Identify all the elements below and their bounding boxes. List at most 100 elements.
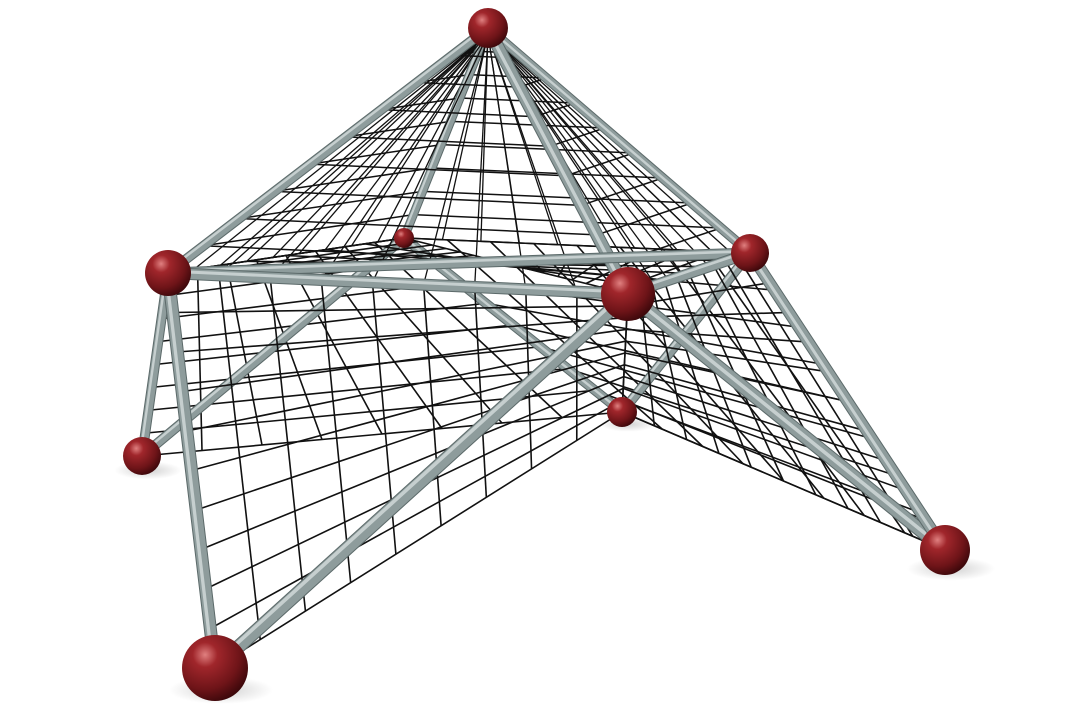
rope-strand — [220, 33, 489, 266]
rope-strand — [151, 345, 541, 389]
rope-strand — [274, 190, 582, 207]
rope-strand — [272, 33, 489, 258]
rope-strand — [626, 328, 809, 343]
pole-highlight — [139, 270, 168, 456]
rope-strand — [487, 33, 697, 272]
rope-strand — [623, 375, 887, 462]
pole-apex-front — [481, 21, 635, 301]
pole-highlight — [746, 249, 945, 550]
pole-platform-left — [162, 267, 634, 300]
front-left-roof-net — [167, 33, 629, 295]
ball-sphere — [123, 437, 161, 475]
rope-strand — [413, 213, 721, 229]
ball-sphere — [731, 234, 769, 272]
ball-top-left — [145, 250, 191, 296]
ball-top-right — [731, 234, 769, 272]
rope-strand — [181, 328, 627, 393]
rope-strand — [422, 33, 489, 285]
rope-strand — [218, 33, 489, 276]
pole-left-back — [137, 268, 173, 461]
pole-body — [162, 267, 221, 674]
rope-strand — [177, 316, 627, 353]
rope-strand — [203, 213, 414, 247]
rope-strand — [239, 217, 597, 236]
rope-strand — [487, 33, 710, 268]
rope-strand — [148, 367, 568, 412]
pole-highlight — [165, 25, 488, 273]
ball-top-front — [601, 267, 655, 321]
rope-strand — [625, 340, 829, 373]
rope-strand — [621, 411, 946, 551]
pole-highlight — [164, 249, 750, 273]
rope-strand — [474, 33, 489, 288]
rope-strand — [540, 345, 873, 440]
rope-strand — [441, 143, 634, 154]
ball-sphere — [182, 635, 248, 701]
ball-front-right — [920, 525, 970, 575]
ball-mid-back — [607, 397, 637, 427]
rope-strand — [371, 33, 489, 283]
rope-strand — [239, 190, 423, 220]
rope-strand — [193, 33, 489, 270]
ball-sphere — [920, 525, 970, 575]
pole-body — [209, 288, 634, 674]
rope-strand — [209, 399, 623, 630]
pole-leg-front-diag — [208, 287, 635, 675]
rope-strand — [487, 33, 724, 263]
rope-strand — [298, 33, 489, 254]
rope-strand — [487, 33, 683, 277]
rope-strand — [310, 163, 566, 177]
rope-strand — [565, 152, 634, 177]
pole-platform-back — [162, 247, 756, 279]
rope-strand — [320, 33, 489, 281]
rope-strand — [172, 305, 628, 314]
pole-apex-left — [163, 23, 493, 278]
rope-strand — [246, 33, 489, 262]
joint-balls — [123, 8, 970, 701]
pole-body — [163, 268, 633, 299]
pole-highlight — [484, 24, 628, 294]
pole-body — [164, 24, 492, 277]
ball-sphere — [607, 397, 637, 427]
rope-strand — [274, 167, 433, 193]
rope-strand — [441, 33, 489, 240]
rope-strand — [200, 375, 625, 551]
pole-leg-right — [744, 247, 951, 556]
rope-strand — [381, 108, 535, 118]
pole-highlight — [210, 289, 628, 668]
ball-apex — [468, 8, 508, 48]
pole-body — [138, 269, 172, 460]
ball-front-left — [182, 635, 248, 701]
ball-sphere — [601, 267, 655, 321]
rope-strand — [485, 302, 824, 366]
pole-highlight — [623, 289, 945, 550]
rope-strand — [214, 411, 623, 669]
rope-strand — [141, 411, 623, 457]
rope-strand — [195, 364, 625, 511]
rope-strand — [158, 302, 486, 343]
ball-top-back — [394, 228, 414, 248]
rope-strand — [345, 136, 551, 147]
rope-strand — [487, 33, 578, 292]
rope-strand — [596, 202, 693, 236]
ball-sphere — [394, 228, 414, 248]
pole-highlight — [485, 25, 750, 253]
rope-strand — [191, 352, 626, 472]
rope-strand — [487, 33, 737, 259]
pole-leg-front-left — [161, 266, 222, 675]
ball-sphere — [145, 250, 191, 296]
rope-strand — [269, 33, 489, 279]
rope-strand — [487, 33, 527, 290]
pole-highlight — [164, 269, 628, 294]
ball-left-back — [123, 437, 161, 475]
pole-highlight — [164, 269, 215, 668]
ball-sphere — [468, 8, 508, 48]
pole-highlight — [401, 25, 488, 238]
rope-strand — [581, 177, 663, 207]
rope-strand — [310, 143, 442, 165]
rope-strand — [459, 97, 576, 104]
pole-body — [163, 248, 755, 278]
pole-leg-front-right — [621, 287, 952, 557]
front-poles — [161, 21, 952, 675]
